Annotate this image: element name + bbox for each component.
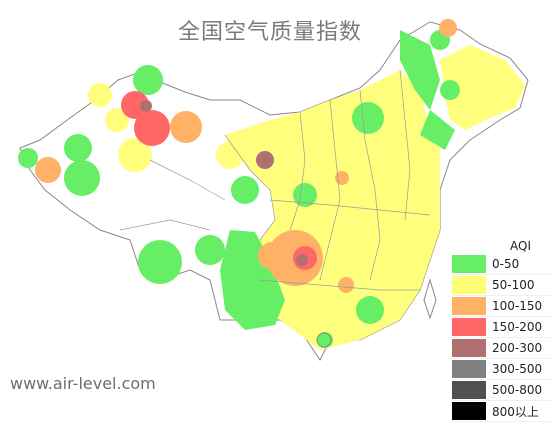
aqi-regions-green — [18, 30, 460, 348]
legend-label: 100-150 — [492, 299, 543, 313]
legend-item: 800以上 — [452, 401, 553, 422]
legend-title: AQI — [510, 239, 531, 253]
legend-label: 0-50 — [492, 257, 520, 271]
legend-swatch — [452, 276, 486, 294]
province-borders — [119, 69, 431, 291]
legend-label: 200-300 — [492, 341, 543, 355]
legend-swatch — [452, 402, 486, 420]
legend-swatch — [452, 360, 486, 378]
legend-label: 500-800 — [492, 383, 543, 397]
legend-item: 500-800 — [452, 380, 553, 401]
legend-swatch — [452, 255, 486, 273]
aqi-regions-dark — [140, 100, 308, 266]
legend-swatch — [452, 297, 486, 315]
legend-item: 200-300 — [452, 338, 553, 359]
hainan-island — [316, 332, 332, 348]
legend-item: 0-50 — [452, 254, 553, 275]
taiwan-island — [423, 278, 437, 320]
legend-label: 150-200 — [492, 320, 543, 334]
legend-label: 50-100 — [492, 278, 535, 292]
legend-swatch — [452, 318, 486, 336]
legend-item: 50-100 — [452, 275, 553, 296]
legend: AQI 0-50 50-100 100-150 150-200 200-300 … — [452, 238, 553, 422]
china-aqi-map — [18, 19, 529, 361]
legend-swatch — [452, 381, 486, 399]
legend-label: 300-500 — [492, 362, 543, 376]
aqi-regions-orange — [35, 19, 457, 293]
legend-item: 150-200 — [452, 317, 553, 338]
legend-swatch — [452, 339, 486, 357]
legend-item: 300-500 — [452, 359, 553, 380]
site-url[interactable]: www.air-level.com — [10, 374, 156, 393]
legend-item: 100-150 — [452, 296, 553, 317]
page-title: 全国空气质量指数 — [177, 20, 362, 45]
legend-label: 800以上 — [492, 404, 539, 419]
